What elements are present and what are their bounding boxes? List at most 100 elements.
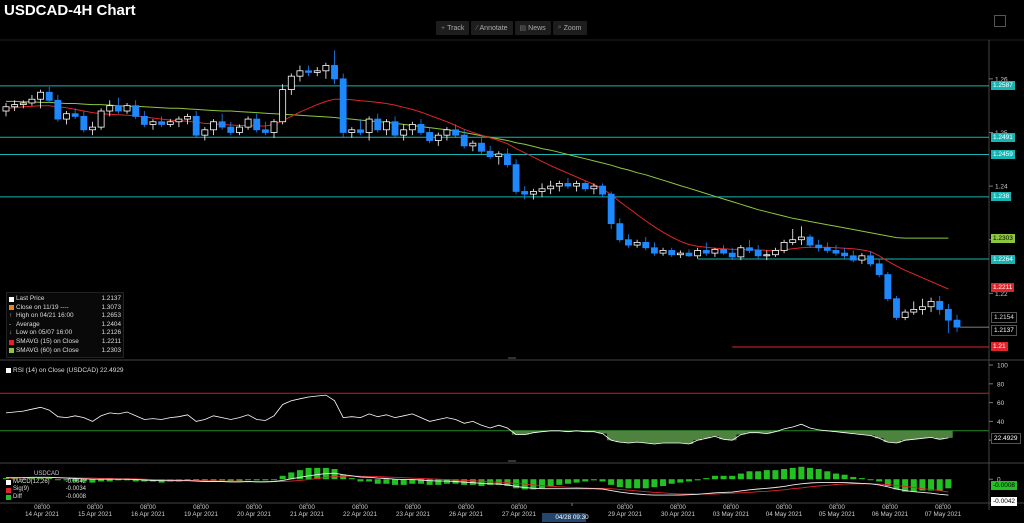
- macd-legend-label: Sig(9): [13, 486, 30, 493]
- macd-diff-bar: [547, 479, 554, 487]
- news-button[interactable]: ▤ News: [514, 21, 551, 35]
- candle-body: [175, 118, 183, 123]
- candle-body: [45, 91, 53, 101]
- candle-body: [305, 70, 313, 73]
- x-axis-label: 08:00 26 Apr 2021: [440, 504, 492, 518]
- annotate-button[interactable]: ⁄ Annotate: [471, 21, 513, 35]
- macd-legend-row: Diff -0.0008: [6, 494, 86, 501]
- x-axis-label: 08:00 19 Apr 2021: [175, 504, 227, 518]
- macd-line: [6, 472, 949, 496]
- macd-diff-bar: [616, 479, 623, 488]
- macd-diff-bar: [867, 479, 874, 481]
- candle-body: [166, 121, 174, 125]
- candle-body: [374, 118, 382, 131]
- candle-body: [832, 250, 840, 254]
- x-axis-date: 07 May 2021: [924, 511, 962, 518]
- macd-diff-bar: [703, 478, 710, 480]
- macd-diff-bar: [582, 479, 589, 482]
- legend-label: Last Price: [16, 295, 45, 302]
- candle-body: [893, 298, 900, 318]
- candle-body: [797, 236, 805, 241]
- candle-body: [763, 254, 771, 257]
- macd-diff-bar: [685, 479, 693, 482]
- candle-body: [650, 247, 658, 254]
- zoom-icon: ⌕: [557, 24, 562, 31]
- x-axis-time: 08:00: [352, 504, 368, 511]
- candle-body: [210, 121, 217, 131]
- macd-diff-bar: [469, 479, 476, 485]
- x-axis-label: 08:00 07 May 2021: [917, 504, 969, 518]
- legend-swatch: [9, 339, 14, 345]
- candle-body: [54, 99, 62, 120]
- candle-body: [486, 150, 494, 158]
- candle-body: [685, 252, 693, 257]
- price-tag: 1.2137: [991, 324, 1017, 336]
- x-axis-time: 08:00: [829, 504, 845, 511]
- candle-body: [590, 185, 598, 190]
- candle-body: [599, 185, 606, 195]
- candle-body: [815, 244, 823, 249]
- candle-body: [236, 126, 243, 133]
- legend-row: SMAVG (60) on Close 1.2303: [9, 347, 121, 356]
- candle-body: [573, 183, 581, 187]
- legend-key: Close on 11/19 ----: [9, 304, 69, 313]
- candle-body: [417, 124, 425, 133]
- macd-diff-bar: [115, 479, 122, 481]
- x-axis-time: 08:00: [723, 504, 739, 511]
- candle-body: [478, 142, 485, 152]
- candle-body: [504, 153, 511, 166]
- price-tag: 1.2264: [991, 254, 1015, 264]
- candle-body: [2, 106, 10, 112]
- macd-legend-label: MACD(12,26): [13, 479, 50, 485]
- macd-diff-bar: [642, 479, 649, 489]
- candle-body: [89, 126, 96, 131]
- candle-body: [780, 241, 788, 251]
- price-tag: 1.2211: [991, 282, 1015, 292]
- candle-body: [331, 65, 338, 80]
- macd-diff-bar: [608, 479, 615, 485]
- macd-diff-bar: [2, 478, 10, 480]
- macd-diff-bar: [668, 479, 675, 484]
- candle-body: [858, 255, 866, 261]
- candle-body: [322, 65, 330, 72]
- rsi-value-tag: 22.4929: [991, 433, 1021, 445]
- x-axis-date: 30 Apr 2021: [661, 511, 695, 518]
- macd-diff-bar: [824, 471, 831, 480]
- candle-body: [123, 105, 131, 112]
- candle-body: [625, 239, 632, 246]
- zoom-button[interactable]: ⌕ Zoom: [552, 21, 587, 35]
- legend-value: 1.2211: [101, 337, 121, 345]
- chart-toolbar: + Track ⁄ Annotate ▤ News ⌕ Zoom: [436, 21, 587, 35]
- rsi-oversold-fill: [511, 430, 953, 444]
- candle-body: [469, 142, 477, 147]
- legend-label: Low on 05/07 16:00: [16, 329, 73, 337]
- track-button[interactable]: + Track: [436, 21, 470, 35]
- macd-diff-bar: [89, 479, 96, 483]
- x-axis-date: 05 May 2021: [818, 511, 856, 518]
- x-axis-date: 22 Apr 2021: [343, 511, 377, 518]
- price-tag: 1.2587: [991, 81, 1015, 91]
- x-axis-time: 08:00: [193, 504, 209, 511]
- candle-body: [918, 306, 926, 310]
- macd-diff-bar: [772, 470, 779, 480]
- macd-diff-bar: [884, 479, 891, 487]
- candle-body: [460, 134, 468, 147]
- price-legend: Last Price 1.2137 Close on 11/19 ---- 1.307…: [6, 292, 124, 359]
- x-axis-time: 08:00: [246, 504, 262, 511]
- candle-body: [296, 70, 304, 77]
- legend-label: High on 04/21 16:00: [16, 312, 74, 320]
- x-axis-time: 08:00: [458, 504, 474, 511]
- candle-body: [244, 118, 252, 128]
- x-axis-label: 08:00 30 Apr 2021: [652, 504, 704, 518]
- legend-row: Last Price 1.2137: [9, 295, 121, 304]
- candle-body: [581, 183, 589, 190]
- sma60-line: [6, 100, 949, 239]
- x-axis-time: 04/28 09:30: [555, 514, 589, 521]
- macd-diff-bar: [80, 479, 87, 482]
- x-axis-date: 06 May 2021: [871, 511, 909, 518]
- candle-body: [694, 250, 702, 257]
- expand-window-icon[interactable]: [994, 15, 1006, 27]
- candle-body: [875, 263, 883, 275]
- candle-body: [806, 236, 814, 246]
